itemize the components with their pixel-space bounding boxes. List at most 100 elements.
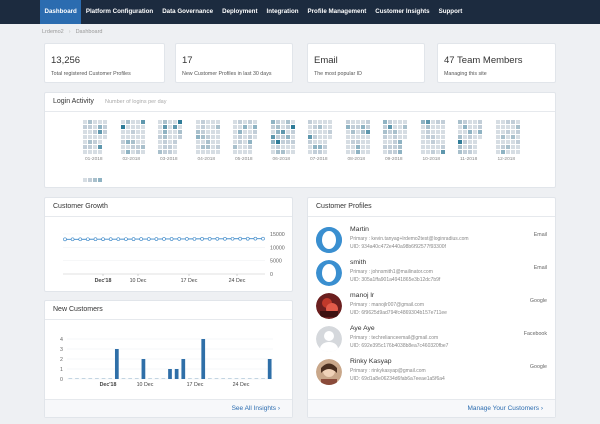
heatmap-cell <box>83 130 87 134</box>
data-point <box>215 236 220 241</box>
heatmap-cell <box>430 140 435 144</box>
profile-name: Rinky Kasyap <box>350 358 392 365</box>
heatmap-cell <box>355 125 360 129</box>
bar <box>174 369 179 379</box>
heatmap-cell <box>130 120 135 124</box>
heatmap-cell <box>515 150 520 154</box>
heatmap-cell <box>130 130 135 134</box>
heatmap-cell <box>398 140 402 144</box>
y-tick-label: 10000 <box>270 245 285 251</box>
heatmap-cell <box>120 125 125 129</box>
heatmap-cell <box>135 150 140 154</box>
x-tick-label: Dec'18 <box>95 278 112 284</box>
nav-data-governance[interactable]: Data Governance <box>162 8 214 15</box>
heatmap-cell <box>270 140 275 144</box>
breadcrumb: Lrdemo2 › Dashboard <box>42 27 102 37</box>
data-point <box>200 237 204 241</box>
bar <box>247 378 252 379</box>
nav-deployment[interactable]: Deployment <box>222 8 258 15</box>
nav-integration[interactable]: Integration <box>266 8 299 15</box>
heatmap-cell <box>285 150 290 154</box>
heatmap-cell <box>425 135 430 139</box>
heatmap-cell <box>313 125 317 129</box>
heatmap-cell <box>178 135 182 139</box>
data-point <box>207 237 212 241</box>
heatmap-cell <box>135 130 140 134</box>
heatmap-cell <box>280 135 285 139</box>
heatmap-legend-cell <box>88 178 92 182</box>
breadcrumb-page: Dashboard <box>75 29 103 35</box>
heatmap-cell <box>468 130 472 134</box>
heatmap-cell <box>280 145 285 149</box>
profile-item[interactable]: smith Primary : johnsmith1@mailinator.co… <box>308 257 555 290</box>
heatmap-cell <box>285 120 290 124</box>
heatmap-cell <box>350 120 355 124</box>
stat-card-popular-id: Email The most popular ID <box>307 43 425 83</box>
heatmap-cell <box>270 150 275 154</box>
nav-support[interactable]: Support <box>438 8 463 15</box>
profile-item[interactable]: Rinky Kasyap Primary : rinkykasyap@gmail… <box>308 356 555 389</box>
heatmap-cell <box>158 125 162 129</box>
heatmap-cell <box>345 135 350 139</box>
heatmap-cell <box>350 130 355 134</box>
heatmap-cell <box>393 150 397 154</box>
heatmap-cell <box>243 125 247 129</box>
heatmap-cell <box>215 130 220 134</box>
bar <box>221 378 226 379</box>
heatmap-cell <box>440 140 445 144</box>
heatmap-cell <box>275 125 280 129</box>
heatmap-cell <box>458 135 462 139</box>
heatmap-cell <box>435 130 440 134</box>
heatmap-cell <box>290 125 295 129</box>
heatmap-cell <box>383 150 387 154</box>
heatmap-cell <box>388 120 392 124</box>
heatmap-cell <box>505 130 510 134</box>
heatmap-cell <box>420 140 425 144</box>
heatmap-cell <box>468 120 472 124</box>
heatmap-cell <box>238 125 242 129</box>
data-point <box>139 237 143 241</box>
nav-customer-insights[interactable]: Customer Insights <box>375 8 430 15</box>
heatmap-cell <box>318 145 322 149</box>
breadcrumb-app[interactable]: Lrdemo2 <box>42 29 64 35</box>
heatmap-cell <box>233 140 237 144</box>
heatmap-cell <box>458 150 462 154</box>
heatmap-cell <box>168 130 172 134</box>
profile-name: Aye Aye <box>350 325 375 332</box>
nav-dashboard[interactable]: Dashboard <box>40 0 82 24</box>
heatmap-legend-cell <box>83 178 87 182</box>
heatmap-cell <box>205 130 210 134</box>
x-tick-label: 24 Dec <box>229 278 246 284</box>
heatmap-month-label: 01-2018 <box>85 157 103 162</box>
heatmap-cell <box>313 150 317 154</box>
heatmap-cell <box>158 135 162 139</box>
profile-name: Martin <box>350 226 369 233</box>
heatmap-cell <box>478 120 482 124</box>
stat-value: 17 <box>182 55 193 66</box>
heatmap-cell <box>463 120 467 124</box>
manage-customers-link[interactable]: Manage Your Customers › <box>467 405 543 412</box>
heatmap-cell <box>360 120 365 124</box>
see-all-insights-link[interactable]: See All Insights › <box>231 405 280 412</box>
nav-profile-management[interactable]: Profile Management <box>307 8 367 15</box>
bar <box>68 378 73 379</box>
heatmap-cell <box>270 135 275 139</box>
heatmap-cell <box>280 130 285 134</box>
heatmap-cell <box>463 145 467 149</box>
heatmap-cell <box>163 150 167 154</box>
heatmap-cell <box>205 135 210 139</box>
nav-platform-configuration[interactable]: Platform Configuration <box>85 8 154 15</box>
heatmap-cell <box>515 130 520 134</box>
heatmap-cell <box>173 135 177 139</box>
heatmap-cell <box>290 135 295 139</box>
heatmap-cell <box>93 145 97 149</box>
profile-item[interactable]: Aye Aye Primary : techrelianceemail@gmai… <box>308 323 555 356</box>
heatmap-cell <box>365 130 370 134</box>
heatmap-cell <box>233 125 237 129</box>
heatmap-cell <box>130 145 135 149</box>
heatmap-cell <box>458 120 462 124</box>
profile-item[interactable]: Martin Primary : kevin.tanyag+lrdemo2tes… <box>308 224 555 257</box>
heatmap-cell <box>425 125 430 129</box>
heatmap-cell <box>130 150 135 154</box>
profile-item[interactable]: manoj lr Primary : manojlr007@gmail.com … <box>308 290 555 323</box>
